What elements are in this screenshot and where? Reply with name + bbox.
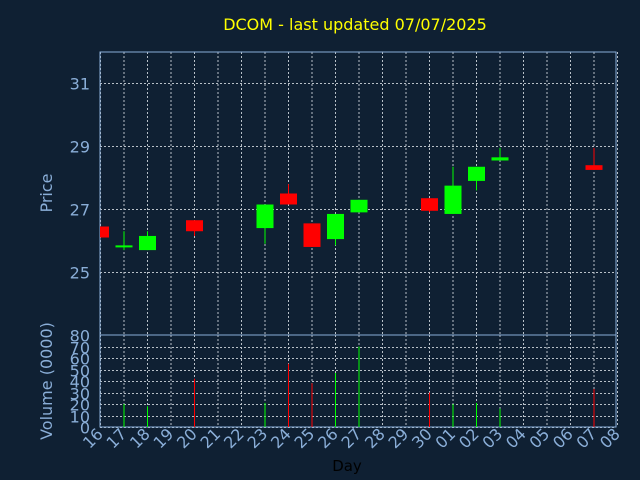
volume-tick-label: 30 — [70, 385, 90, 404]
candle-up — [491, 157, 509, 161]
volume-tick-label: 0 — [80, 419, 90, 438]
volume-tick-label: 10 — [70, 408, 90, 427]
volume-tick-label: 70 — [70, 339, 90, 358]
candle-up — [468, 166, 485, 181]
volume-tick-label: 20 — [70, 396, 90, 415]
candle-up — [327, 213, 344, 240]
volume-tick-label: 80 — [70, 327, 90, 346]
volume-tick-label: 60 — [70, 350, 90, 369]
volume-tick-label: 50 — [70, 362, 90, 381]
candle-down — [186, 220, 203, 232]
candle-down — [421, 198, 438, 211]
price-tick-label: 27 — [70, 201, 90, 220]
price-tick-label: 29 — [70, 138, 90, 157]
candle-down — [280, 193, 297, 205]
volume-plot-frame — [99, 334, 617, 428]
volume-tick-label: 40 — [70, 373, 90, 392]
price-tick-label: 31 — [70, 75, 90, 94]
price-panel: 25 27 29 31 Price — [37, 51, 618, 336]
price-axis-label: Price — [37, 173, 56, 212]
x-axis-ticks: 1617181920212223242526272829300102030405… — [79, 424, 624, 452]
candle-up — [139, 235, 156, 251]
candle-down — [303, 223, 321, 247]
candle-up — [256, 204, 274, 229]
candle-down — [585, 165, 603, 170]
volume-axis-label: Volume (0000) — [37, 322, 56, 440]
price-tick-label: 25 — [70, 264, 90, 283]
chart-title: DCOM - last updated 07/07/2025 — [223, 15, 487, 34]
candle-up — [444, 185, 462, 214]
x-axis-label: Day — [332, 457, 362, 475]
candle-up — [115, 245, 133, 248]
candle-down — [100, 226, 109, 238]
candle-up — [350, 199, 368, 213]
